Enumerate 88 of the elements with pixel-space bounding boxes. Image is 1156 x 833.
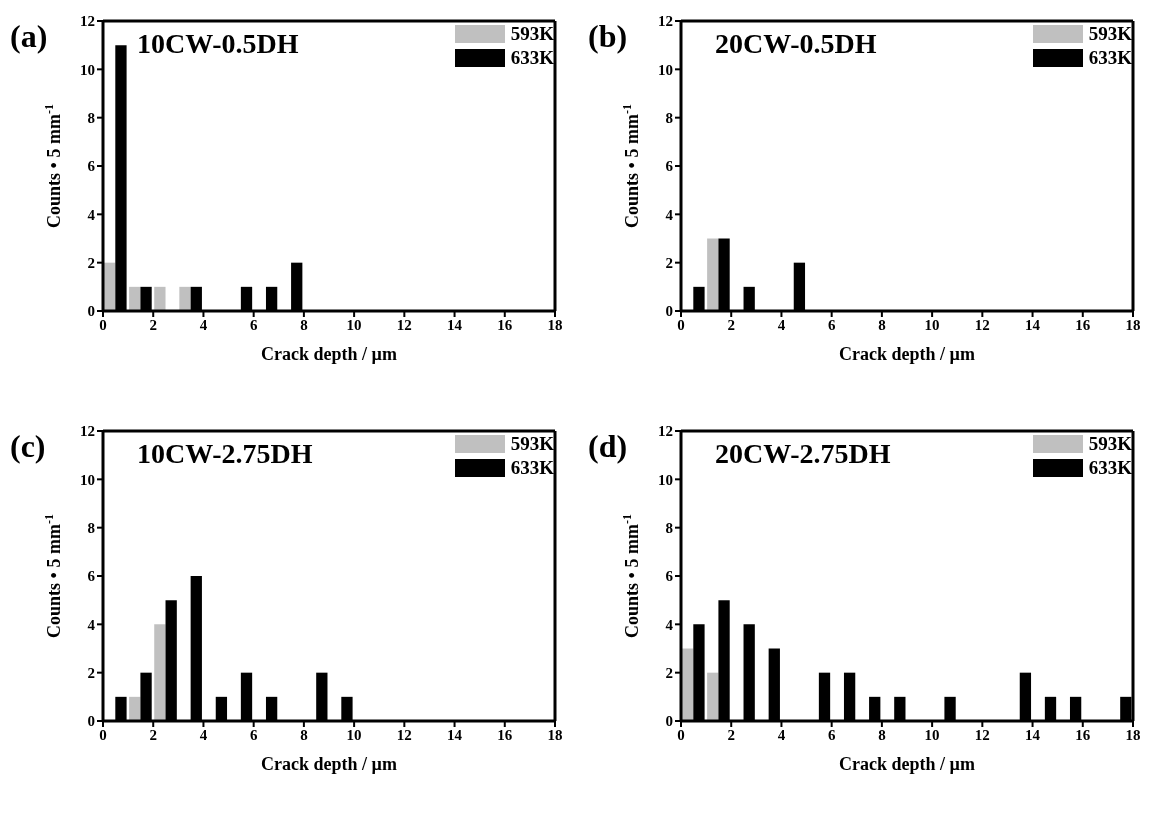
x-tick-label: 18 <box>547 726 563 743</box>
y-tick-label: 8 <box>665 519 673 536</box>
legend-label: 633K <box>510 457 554 479</box>
x-tick-label: 4 <box>777 316 786 333</box>
y-tick-label: 10 <box>80 471 95 488</box>
x-tick-label: 2 <box>727 726 735 743</box>
x-tick-label: 12 <box>396 316 412 333</box>
chart-title: 10CW-0.5DH <box>137 28 299 60</box>
y-tick-label: 4 <box>665 616 674 633</box>
y-tick-label: 6 <box>87 158 96 175</box>
x-tick-label: 18 <box>1125 316 1141 333</box>
x-tick-label: 16 <box>497 726 513 743</box>
y-tick-label: 8 <box>665 109 673 126</box>
x-tick-label: 8 <box>878 316 886 333</box>
x-tick-label: 0 <box>99 316 107 333</box>
x-tick-label: 18 <box>547 316 563 333</box>
y-tick-label: 6 <box>87 568 96 585</box>
legend-label: 593K <box>1088 23 1132 45</box>
x-tick-label: 10 <box>924 316 940 333</box>
y-tick-label: 10 <box>80 61 95 78</box>
text: (a) <box>10 18 48 55</box>
legend-label: 633K <box>510 47 554 69</box>
legend-label: 633K <box>1088 457 1132 479</box>
x-tick-label: 12 <box>974 316 990 333</box>
x-tick-label: 16 <box>1075 316 1091 333</box>
text: (b) <box>588 18 628 55</box>
x-tick-label: 16 <box>497 316 513 333</box>
x-tick-label: 6 <box>249 726 258 743</box>
y-tick-label: 10 <box>658 471 673 488</box>
x-tick-label: 0 <box>99 726 107 743</box>
x-tick-label: 12 <box>396 726 412 743</box>
x-tick-label: 10 <box>346 316 362 333</box>
legend-label: 593K <box>1088 433 1132 455</box>
x-tick-label: 2 <box>149 726 157 743</box>
x-tick-label: 8 <box>300 726 308 743</box>
chart-title: 20CW-0.5DH <box>715 28 877 60</box>
y-tick-label: 0 <box>665 713 673 730</box>
y-tick-label: 4 <box>87 206 96 223</box>
chart-title: 10CW-2.75DH <box>137 438 313 470</box>
x-tick-label: 14 <box>1025 316 1041 333</box>
x-axis-title: Crack depth / µm <box>261 754 397 774</box>
x-tick-label: 6 <box>827 316 836 333</box>
y-tick-label: 12 <box>80 423 95 440</box>
x-tick-label: 12 <box>974 726 990 743</box>
y-tick-label: 2 <box>665 664 673 681</box>
x-tick-label: 2 <box>727 316 735 333</box>
x-axis-title: Crack depth / µm <box>839 344 975 364</box>
x-tick-label: 0 <box>677 726 685 743</box>
y-tick-label: 8 <box>87 519 95 536</box>
x-tick-label: 6 <box>249 316 258 333</box>
y-tick-label: 12 <box>80 13 95 30</box>
x-tick-label: 14 <box>447 726 463 743</box>
x-tick-label: 4 <box>777 726 786 743</box>
y-tick-label: 2 <box>665 254 673 271</box>
x-tick-label: 8 <box>300 316 308 333</box>
x-tick-label: 14 <box>1025 726 1041 743</box>
legend-label: 633K <box>1088 47 1132 69</box>
x-tick-label: 0 <box>677 316 685 333</box>
x-tick-label: 6 <box>827 726 836 743</box>
y-tick-label: 0 <box>87 303 95 320</box>
y-tick-label: 0 <box>665 303 673 320</box>
chart-title: 20CW-2.75DH <box>715 438 891 470</box>
text: (d) <box>588 428 628 465</box>
y-tick-label: 4 <box>87 616 96 633</box>
x-axis-title: Crack depth / µm <box>839 754 975 774</box>
legend-label: 593K <box>510 433 554 455</box>
y-tick-label: 6 <box>665 568 674 585</box>
y-tick-label: 12 <box>658 13 673 30</box>
x-tick-label: 2 <box>149 316 157 333</box>
x-tick-label: 4 <box>199 726 208 743</box>
x-tick-label: 10 <box>346 726 362 743</box>
x-tick-label: 18 <box>1125 726 1141 743</box>
y-tick-label: 6 <box>665 158 674 175</box>
y-tick-label: 10 <box>658 61 673 78</box>
x-axis-title: Crack depth / µm <box>261 344 397 364</box>
y-tick-label: 2 <box>87 254 95 271</box>
x-tick-label: 14 <box>447 316 463 333</box>
text: (c) <box>10 428 46 465</box>
y-tick-label: 2 <box>87 664 95 681</box>
y-tick-label: 12 <box>658 423 673 440</box>
x-tick-label: 16 <box>1075 726 1091 743</box>
x-tick-label: 10 <box>924 726 940 743</box>
y-tick-label: 8 <box>87 109 95 126</box>
legend-label: 593K <box>510 23 554 45</box>
x-tick-label: 8 <box>878 726 886 743</box>
y-tick-label: 0 <box>87 713 95 730</box>
y-tick-label: 4 <box>665 206 674 223</box>
x-tick-label: 4 <box>199 316 208 333</box>
